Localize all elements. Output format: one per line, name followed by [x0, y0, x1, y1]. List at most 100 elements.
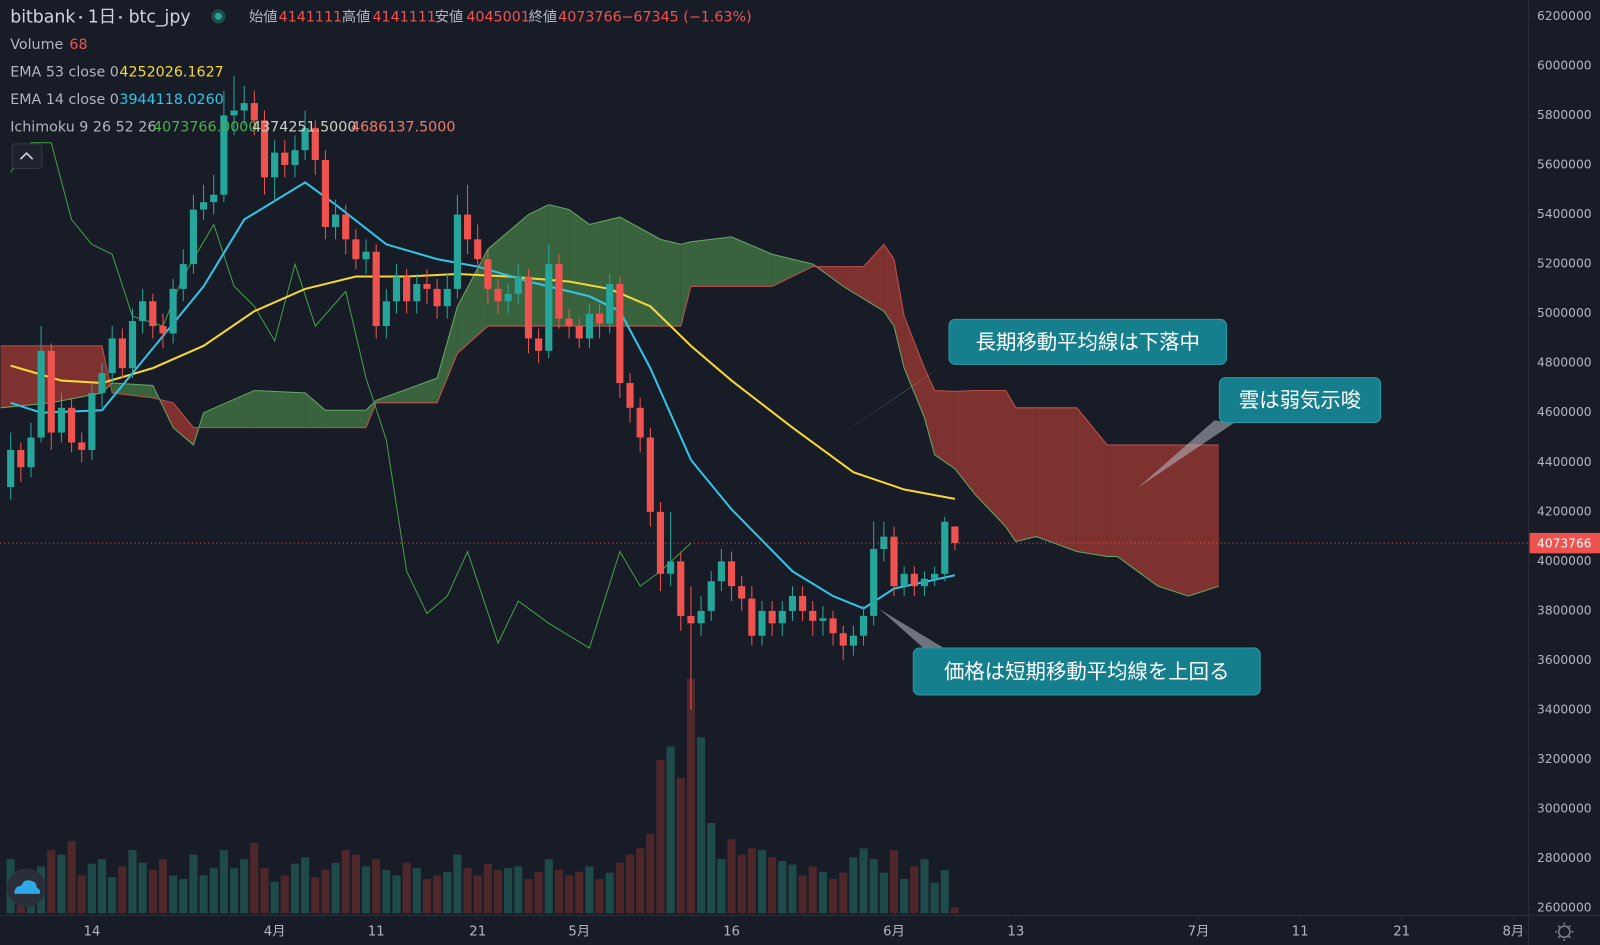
- cloud-segment: [173, 402, 194, 445]
- candle-body: [758, 610, 766, 636]
- candle-body: [291, 150, 299, 166]
- x-tick-label: 16: [723, 925, 740, 940]
- cloud-segment: [569, 209, 590, 327]
- candle-body: [890, 536, 898, 587]
- candle-body: [799, 596, 807, 611]
- volume-bar: [402, 862, 411, 914]
- candle-body: [687, 615, 695, 624]
- volume-bar: [301, 857, 310, 914]
- y-tick-label: 5800000: [1537, 108, 1592, 122]
- callout-box: [912, 647, 1261, 696]
- candle-body: [108, 338, 116, 374]
- ema-label: EMA 14 close 0: [10, 92, 119, 108]
- volume-bar: [158, 859, 168, 914]
- market-status-dot: [214, 12, 222, 20]
- volume-bar: [422, 879, 432, 914]
- low-value: 4045001: [466, 9, 530, 25]
- cloud-segment: [1015, 407, 1037, 542]
- volume-bar: [900, 879, 909, 914]
- candle-body: [575, 326, 583, 339]
- candle-body: [616, 283, 624, 384]
- volume-bar: [473, 875, 482, 914]
- y-tick-label: 3000000: [1537, 802, 1592, 816]
- cloud-segment: [680, 241, 691, 327]
- candle-body: [829, 618, 837, 634]
- candle-body: [819, 618, 827, 621]
- candle-body: [494, 288, 502, 302]
- candle-body: [565, 318, 573, 327]
- volume-bar: [240, 859, 249, 914]
- candle-body: [27, 437, 35, 468]
- x-tick-label: 7月: [1188, 925, 1210, 940]
- high-label: 高値: [342, 8, 371, 25]
- candle-body: [189, 209, 197, 265]
- candle-body: [727, 561, 736, 587]
- y-tick-label: 3600000: [1537, 653, 1592, 667]
- low-label: 安値: [435, 8, 464, 25]
- candle-body: [118, 338, 126, 369]
- volume-bar: [859, 848, 868, 914]
- callout-text: 長期移動平均線は下落中: [976, 330, 1200, 354]
- close-label: 終値: [529, 8, 558, 25]
- candle-body: [768, 610, 776, 624]
- candle-body: [7, 449, 15, 488]
- candle-body: [240, 103, 248, 111]
- volume-label: Volume: [10, 37, 63, 53]
- volume-bar: [808, 866, 817, 914]
- ichimoku-lagging-value: 4073766.0000: [153, 120, 257, 136]
- volume-bar: [778, 860, 787, 914]
- volume-bar: [351, 854, 360, 914]
- candle-body: [636, 407, 644, 438]
- span-b-line: [0, 243, 1219, 446]
- volume-bar: [747, 848, 756, 914]
- volume-bar: [879, 872, 888, 914]
- candle-body: [677, 561, 685, 616]
- change: −67345 (−1.63%): [621, 9, 751, 25]
- candle-body: [595, 313, 604, 324]
- volume-bar: [493, 869, 503, 914]
- candle-body: [128, 321, 137, 369]
- y-tick-label: 3800000: [1537, 603, 1592, 617]
- cloud-segment: [1137, 444, 1158, 587]
- y-tick-label: 5000000: [1537, 306, 1592, 320]
- x-tick-label: 8月: [1502, 925, 1524, 940]
- candle-body: [331, 214, 340, 227]
- candle-body: [941, 521, 949, 574]
- x-tick-label: 13: [1007, 925, 1024, 940]
- candle-body: [504, 293, 512, 302]
- cloud-segment: [975, 390, 1006, 527]
- volume-bar: [372, 859, 381, 914]
- volume-bar: [839, 872, 848, 914]
- volume-bar: [554, 869, 564, 914]
- candle-body: [311, 127, 319, 161]
- volume-bar: [67, 841, 76, 914]
- y-tick-label: 3200000: [1537, 752, 1592, 766]
- candle-body: [453, 214, 461, 289]
- collapse-button[interactable]: [11, 143, 43, 169]
- x-tick-label: 21: [469, 925, 486, 940]
- volume-bar: [625, 854, 635, 914]
- volume-bar: [707, 823, 716, 914]
- cloud-segment: [254, 390, 306, 428]
- volume-bar: [463, 868, 472, 914]
- volume-bar: [585, 866, 594, 914]
- settings-icon[interactable]: [1555, 922, 1574, 941]
- volume-bar: [189, 854, 198, 914]
- candle-body: [849, 635, 857, 646]
- exchange: bitbank: [10, 7, 75, 27]
- logo[interactable]: [7, 868, 46, 908]
- cloud-segment: [203, 390, 255, 428]
- candle-body: [667, 561, 675, 574]
- separator-dot: [118, 15, 122, 19]
- volume-bar: [453, 854, 462, 914]
- volume-bar: [768, 857, 777, 914]
- candle-body: [555, 264, 563, 319]
- candle-body: [37, 350, 45, 438]
- volume-bar: [575, 871, 584, 914]
- volume-value: 68: [69, 37, 87, 53]
- candle-body: [352, 239, 360, 260]
- x-tick-label: 4月: [264, 925, 286, 940]
- candle-body: [788, 596, 797, 611]
